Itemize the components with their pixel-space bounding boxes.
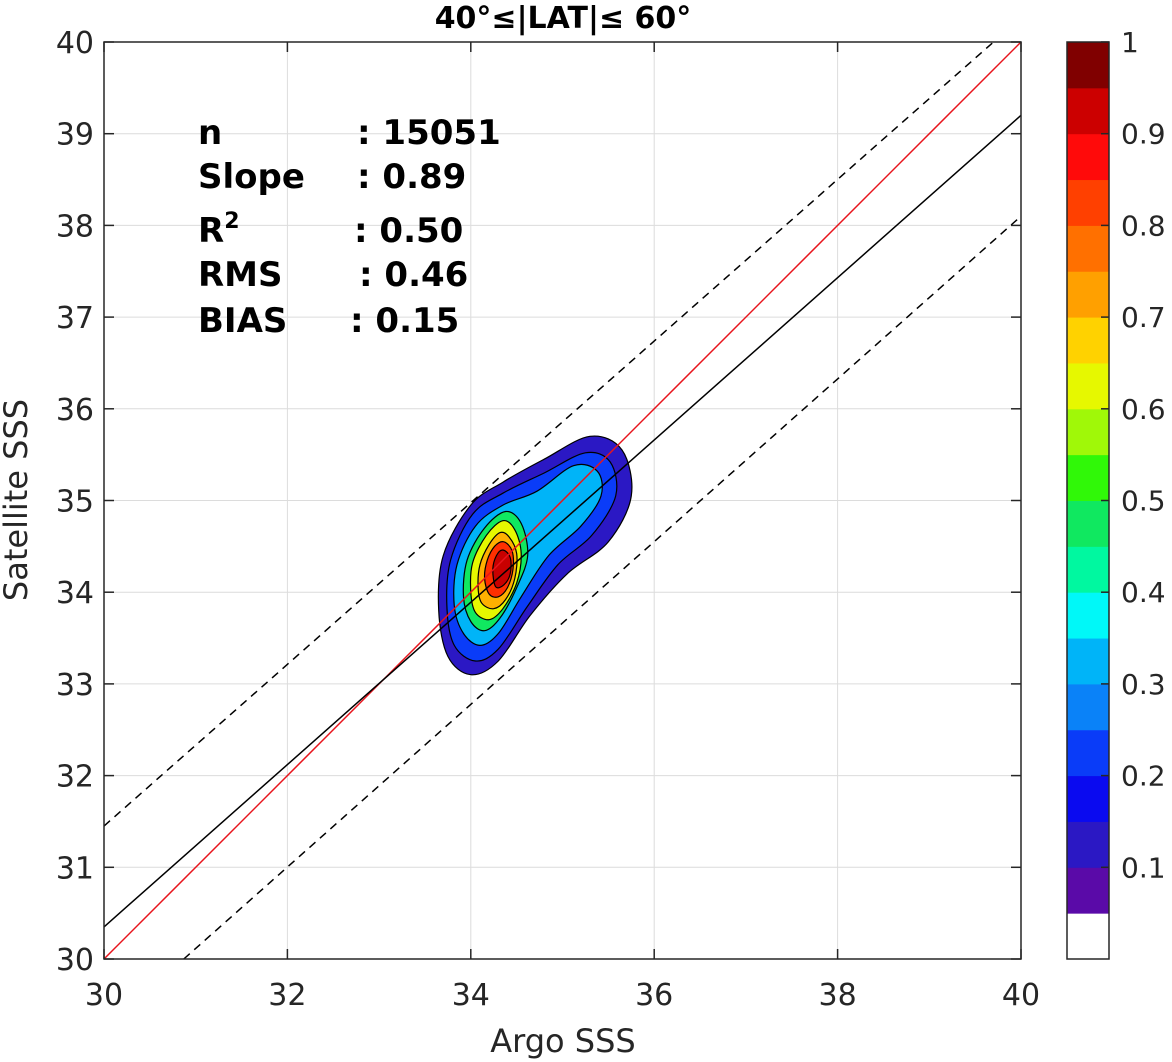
one-to-one-line [103,41,1022,960]
colorbar-tick-label: 0.1 [1121,851,1166,884]
colorbar-band [1067,408,1109,456]
colorbar: 0.1 0.2 0.3 0.4 0.5 0.6 0.7 0.8 0.9 1 [1066,26,1166,960]
colorbar-band [1067,592,1109,639]
x-tick-label: 38 [819,978,857,1013]
reference-lines [103,41,1022,960]
y-tick-label: 36 [56,393,94,428]
colorbar-band [1067,225,1109,272]
x-axis-ticks: 30 32 34 36 38 40 [85,42,1040,1013]
stat-label: R2 [198,209,240,251]
colorbar-tick-label: 0.5 [1121,485,1166,518]
x-tick-label: 30 [85,978,123,1013]
y-axis-label: Satellite SSS [0,399,35,601]
stat-value: : 0.50 [354,211,463,251]
colorbar-tick-label: 0.8 [1121,209,1166,242]
colorbar-band [1067,317,1109,364]
colorbar-band [1067,179,1109,226]
stats-block: n : 15051 Slope : 0.89 R2 : 0.50 RMS : 0.46 BIAS… [198,113,501,341]
colorbar-band [1067,362,1109,410]
y-tick-label: 37 [56,301,94,336]
colorbar-tick-label: 0.6 [1121,393,1166,426]
y-tick-label: 31 [56,851,94,886]
colorbar-band [1067,454,1109,501]
colorbar-band [1067,87,1109,135]
y-tick-label: 34 [56,576,94,611]
x-tick-label: 32 [268,978,306,1013]
y-tick-label: 39 [56,118,94,153]
stat-label: BIAS [198,301,287,341]
stat-value: : 0.89 [357,157,466,197]
x-tick-label: 36 [635,978,673,1013]
colorbar-band [1067,42,1109,89]
stat-label-superscript: 2 [224,209,239,234]
colorbar-band [1067,683,1109,731]
stat-value: : 0.15 [350,301,459,341]
stat-label: Slope [198,157,305,197]
colorbar-tick-label: 1 [1121,26,1139,59]
colorbar-tick-label: 0.9 [1121,118,1166,151]
x-tick-label: 40 [1002,978,1040,1013]
colorbar-tick-label: 0.7 [1121,301,1166,334]
colorbar-band [1067,821,1109,868]
x-tick-label: 34 [452,978,490,1013]
upper-bound-line [103,41,994,827]
chart-title: 40°≤|LAT|≤ 60° [435,1,692,36]
y-tick-label: 33 [56,668,94,703]
y-tick-label: 40 [56,26,94,61]
colorbar-tick-label: 0.4 [1121,576,1166,609]
y-axis-ticks: 30 31 32 33 34 35 36 37 38 39 40 [56,26,1021,978]
colorbar-tick-label: 0.3 [1121,668,1166,701]
colorbar-band [1067,867,1109,914]
colorbar-band [1067,271,1109,318]
y-tick-label: 35 [56,485,94,520]
y-tick-label: 38 [56,209,94,244]
colorbar-band [1067,775,1109,822]
density-contours [437,435,633,676]
y-tick-label: 32 [56,760,94,795]
regression-line [103,114,1022,928]
stat-label: RMS [198,255,283,295]
colorbar-band [1067,729,1109,777]
colorbar-tick-label: 0.2 [1121,760,1166,793]
colorbar-band [1067,500,1109,547]
y-tick-label: 30 [56,943,94,978]
stat-label: n [198,113,222,153]
lower-bound-line [183,215,1022,960]
x-axis-label: Argo SSS [490,1022,635,1060]
colorbar-band [1067,638,1109,685]
colorbar-band [1067,546,1109,593]
colorbar-band [1067,913,1109,960]
stat-value: : 15051 [357,113,501,153]
stat-value: : 0.46 [359,255,468,295]
colorbar-band [1067,133,1109,181]
